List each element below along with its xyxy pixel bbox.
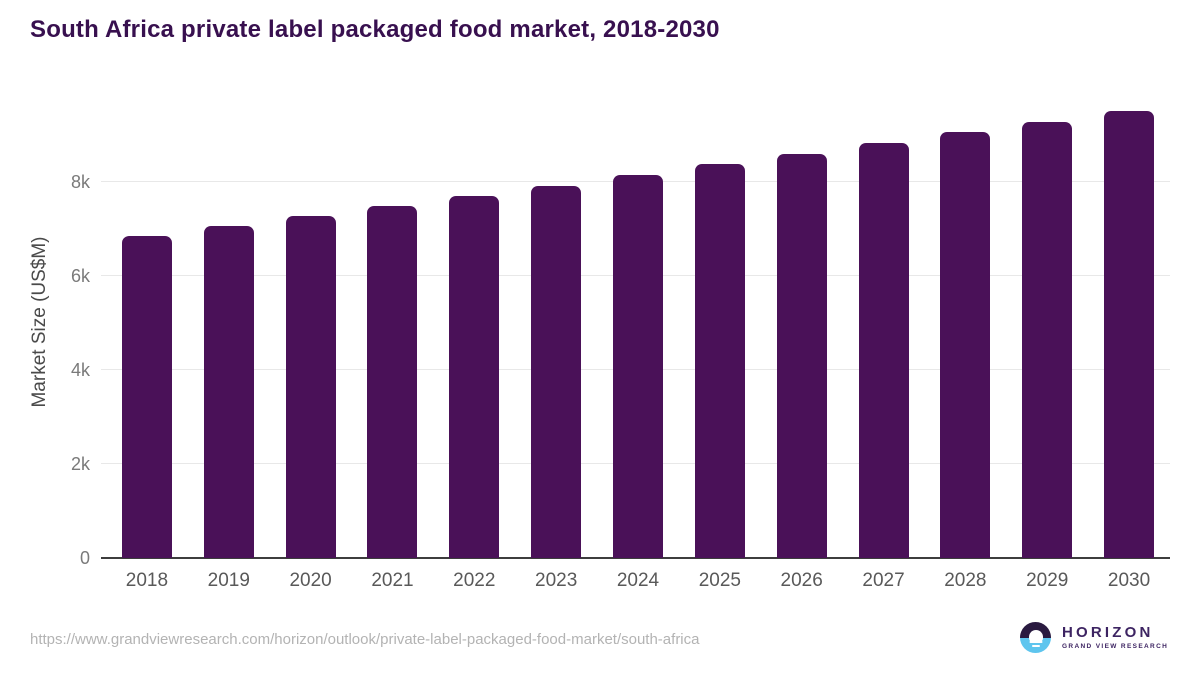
x-label-2022: 2022: [453, 570, 496, 591]
horizon-sun-icon: [1020, 622, 1051, 653]
logo: HORIZON GRAND VIEW RESEARCH: [1020, 622, 1168, 653]
x-label-2023: 2023: [535, 570, 578, 591]
chart-title: South Africa private label packaged food…: [30, 16, 720, 43]
bar-slot-2026: [761, 92, 843, 558]
logo-text: HORIZON GRAND VIEW RESEARCH: [1062, 624, 1169, 651]
x-label-2029: 2029: [1026, 570, 1069, 591]
logo-icon-reflection-line: [1031, 645, 1040, 647]
bar-2029: [1022, 121, 1073, 558]
bar-2026: [776, 154, 827, 558]
bar-2019: [203, 225, 254, 558]
x-label-2027: 2027: [862, 570, 905, 591]
bar-slot-2020: [270, 92, 352, 558]
x-axis-labels: 2018 2019 2020 2021 2022 2023 2024 2025 2026 2027…: [106, 570, 1170, 592]
bar-slot-2027: [843, 92, 925, 558]
bar-slot-2030: [1088, 92, 1170, 558]
logo-subtitle: GRAND VIEW RESEARCH: [1062, 643, 1169, 650]
bar-slot-2025: [679, 92, 761, 558]
x-axis-line: [101, 557, 1170, 559]
bar-series: [106, 92, 1170, 558]
bar-slot-2023: [515, 92, 597, 558]
x-label-2028: 2028: [944, 570, 987, 591]
bar-slot-2018: [106, 92, 188, 558]
y-tick-8k: 8k: [70, 172, 90, 193]
bar-slot-2019: [188, 92, 270, 558]
bar-2030: [1104, 111, 1155, 558]
bar-2021: [367, 205, 418, 558]
y-axis-tick-labels: 0 2k 4k 6k 8k: [0, 92, 90, 567]
y-tick-0: 0: [79, 548, 90, 568]
bar-2020: [285, 216, 336, 558]
logo-icon-reflection-line: [1029, 641, 1042, 643]
x-label-2024: 2024: [616, 570, 660, 591]
plot-area: [101, 92, 1170, 559]
logo-name: HORIZON: [1062, 624, 1154, 641]
logo-icon-dark-half: [1020, 622, 1051, 638]
x-label-2020: 2020: [289, 570, 332, 591]
bar-slot-2028: [924, 92, 1006, 558]
bar-slot-2024: [597, 92, 679, 558]
source-url: https://www.grandviewresearch.com/horizo…: [30, 631, 700, 648]
bar-2024: [612, 175, 663, 558]
bar-slot-2029: [1006, 92, 1088, 558]
y-tick-2k: 2k: [70, 454, 90, 474]
x-label-2019: 2019: [207, 570, 250, 591]
y-tick-6k: 6k: [70, 266, 90, 287]
bar-2018: [121, 235, 172, 558]
bar-slot-2021: [352, 92, 434, 558]
logo-icon-sun: [1028, 630, 1043, 643]
bar-2025: [694, 164, 745, 558]
y-tick-4k: 4k: [70, 360, 90, 381]
x-label-2026: 2026: [780, 570, 823, 591]
x-label-2030: 2030: [1107, 570, 1151, 591]
bar-2022: [449, 195, 500, 558]
x-label-2018: 2018: [125, 570, 169, 591]
bar-slot-2022: [433, 92, 515, 558]
x-label-2021: 2021: [371, 570, 414, 591]
bar-2027: [858, 143, 909, 558]
bar-2028: [940, 131, 991, 558]
x-label-2025: 2025: [698, 570, 741, 591]
bar-2023: [531, 185, 582, 558]
